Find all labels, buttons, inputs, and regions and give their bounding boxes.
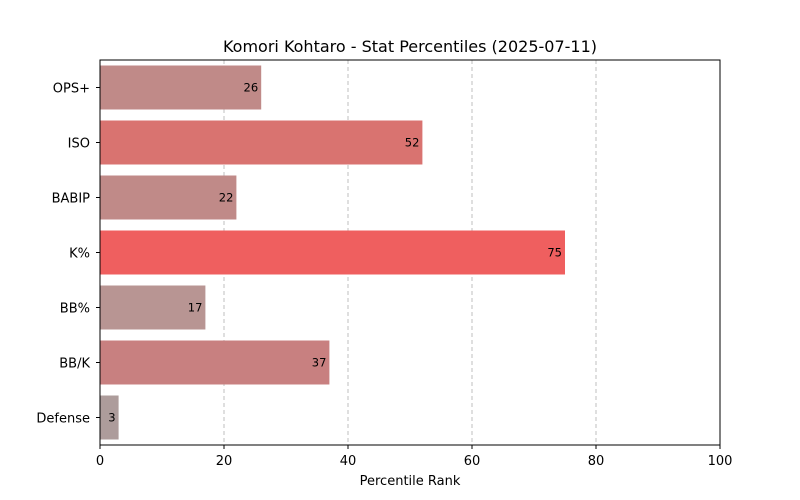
bar-value-label: 17 [188, 301, 203, 315]
chart-title: Komori Kohtaro - Stat Percentiles (2025-… [223, 37, 597, 56]
x-tick-label: 80 [588, 454, 605, 469]
y-tick-label: K% [69, 247, 90, 262]
bar-value-label: 75 [547, 246, 562, 260]
y-tick-label: BB% [60, 302, 90, 317]
bar-value-label: 52 [405, 136, 420, 150]
bar-value-label: 3 [108, 411, 115, 425]
bar [100, 120, 423, 165]
x-tick-label: 20 [216, 454, 233, 469]
bar-value-label: 22 [219, 191, 234, 205]
bar [100, 175, 237, 220]
x-tick-label: 40 [340, 454, 357, 469]
bars: 26 52 22 75 17 37 3 [100, 65, 565, 440]
y-tick-label: Defense [36, 412, 90, 427]
x-tick-label: 0 [96, 454, 104, 469]
bar [100, 65, 262, 110]
y-axis: OPS+ ISO BABIP K% BB% BB/K Defense [36, 82, 100, 427]
bar [100, 395, 119, 440]
x-axis: 0 20 40 60 80 100 [96, 445, 733, 469]
y-tick-label: OPS+ [53, 82, 90, 97]
bar [100, 285, 206, 330]
y-tick-label: ISO [68, 137, 90, 152]
x-tick-label: 60 [464, 454, 481, 469]
plot-frame [99, 59, 721, 446]
bar [100, 340, 330, 385]
x-tick-label: 100 [708, 454, 733, 469]
bar-value-label: 37 [312, 356, 327, 370]
y-tick-label: BB/K [59, 357, 90, 372]
bar-value-label: 26 [244, 81, 259, 95]
y-tick-label: BABIP [52, 192, 91, 207]
bar [100, 230, 565, 275]
x-axis-label: Percentile Rank [360, 474, 461, 489]
